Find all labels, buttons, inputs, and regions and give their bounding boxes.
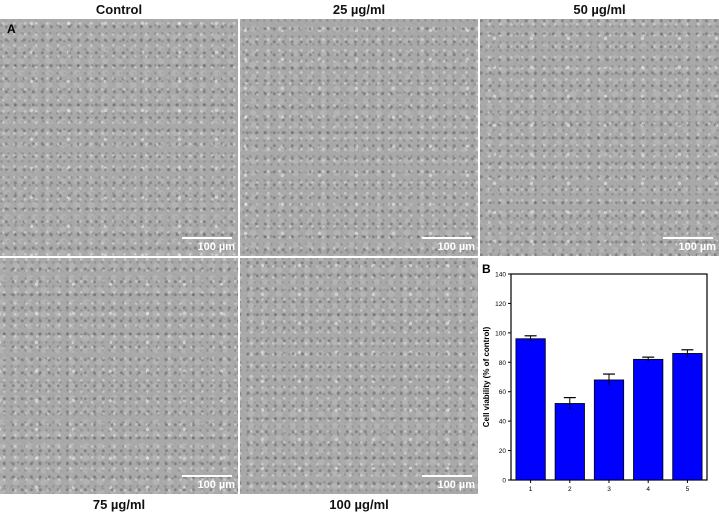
bar-chart: 0 20 40 60 80 100 120 140 1 2 3 4 5 Cell viability …: [482, 272, 708, 493]
image-label-25: 25 µg/ml: [332, 2, 386, 17]
bar: [515, 338, 546, 481]
y-tick-label: 60: [499, 389, 507, 396]
micrograph-75: 100 µm: [0, 258, 238, 494]
scale-bar: [182, 475, 232, 477]
image-label-50: 50 µg/ml: [573, 2, 626, 17]
x-tick-label: 4: [646, 486, 650, 493]
y-tick-label: 140: [495, 272, 506, 279]
bar: [554, 403, 585, 481]
image-label-75: 75 µg/ml: [92, 497, 146, 512]
scale-label: 100 µm: [678, 241, 716, 253]
scale-label: 100 µm: [197, 479, 235, 491]
y-axis-label: Cell viability (% of control): [482, 326, 491, 427]
scale-label: 100 µm: [437, 241, 475, 253]
scale-bar: [182, 237, 232, 239]
micrograph-100: 100 µm: [240, 258, 478, 494]
y-tick-label: 40: [499, 419, 507, 426]
panel-b-label: B: [482, 262, 491, 276]
image-label-control: Control: [95, 2, 143, 17]
scale-bar: [663, 237, 713, 239]
scale-label: 100 µm: [197, 241, 235, 253]
y-tick-label: 100: [495, 330, 506, 337]
x-axis: 1 2 3 4 5: [529, 480, 690, 493]
bars: [515, 335, 703, 481]
y-tick-label: 20: [499, 448, 507, 455]
image-label-100: 100 µg/ml: [329, 497, 389, 512]
scale-bar: [422, 237, 472, 239]
micrograph-25: 100 µm: [240, 19, 478, 256]
x-tick-label: 1: [529, 486, 533, 493]
y-tick-label: 0: [502, 478, 506, 485]
panel-a-label: A: [7, 22, 16, 36]
x-tick-label: 3: [607, 486, 611, 493]
bar: [672, 353, 703, 481]
scale-bar: [422, 475, 472, 477]
micrograph-control: 100 µm: [0, 19, 238, 256]
y-tick-label: 120: [495, 301, 506, 308]
y-tick-label: 80: [499, 360, 507, 367]
bar: [633, 358, 664, 481]
y-axis: 0 20 40 60 80 100 120 140: [495, 272, 511, 485]
x-tick-label: 2: [568, 486, 572, 493]
micrograph-50: 100 µm: [480, 19, 719, 256]
x-tick-label: 5: [686, 486, 690, 493]
scale-label: 100 µm: [437, 479, 475, 491]
bar: [593, 379, 625, 481]
